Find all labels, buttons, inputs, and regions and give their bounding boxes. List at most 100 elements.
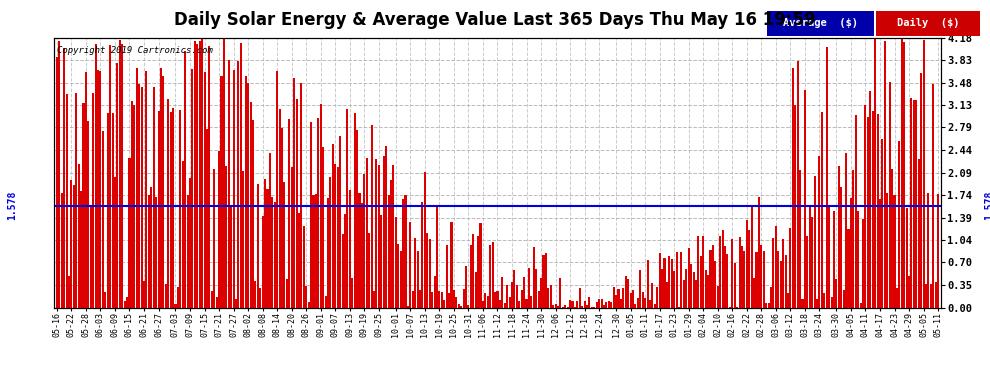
- Bar: [697, 236, 700, 308]
- Bar: [831, 297, 833, 307]
- Bar: [724, 246, 726, 308]
- Bar: [356, 130, 358, 308]
- Bar: [276, 71, 278, 308]
- Bar: [251, 120, 254, 308]
- Bar: [70, 180, 72, 308]
- Bar: [656, 286, 658, 308]
- Bar: [836, 279, 838, 308]
- Bar: [588, 297, 590, 307]
- Bar: [898, 141, 900, 308]
- Bar: [221, 76, 223, 308]
- Bar: [758, 197, 760, 308]
- Bar: [804, 90, 806, 308]
- Bar: [264, 179, 266, 308]
- Bar: [150, 187, 152, 308]
- Bar: [238, 61, 240, 308]
- Bar: [112, 113, 114, 308]
- Bar: [455, 297, 457, 307]
- Bar: [327, 198, 329, 308]
- Bar: [424, 172, 426, 308]
- Bar: [569, 300, 571, 307]
- Bar: [172, 108, 174, 308]
- Text: 1.578: 1.578: [984, 191, 990, 220]
- Bar: [460, 306, 462, 308]
- Bar: [419, 290, 421, 308]
- Bar: [387, 195, 389, 308]
- Bar: [886, 193, 888, 308]
- Bar: [191, 69, 193, 308]
- Bar: [618, 289, 620, 308]
- Bar: [933, 84, 935, 308]
- Bar: [549, 285, 551, 308]
- Bar: [245, 76, 247, 308]
- Bar: [148, 195, 149, 308]
- Bar: [576, 300, 578, 307]
- Bar: [871, 111, 874, 308]
- Bar: [126, 297, 128, 307]
- Bar: [784, 255, 787, 308]
- Bar: [504, 303, 506, 307]
- Bar: [492, 242, 494, 308]
- Bar: [417, 252, 419, 308]
- Bar: [869, 91, 871, 308]
- Bar: [879, 199, 881, 308]
- Bar: [414, 238, 416, 308]
- Bar: [104, 291, 106, 308]
- Bar: [628, 279, 630, 308]
- Bar: [470, 245, 472, 308]
- Bar: [918, 159, 920, 308]
- Bar: [911, 98, 913, 308]
- Bar: [610, 302, 612, 307]
- Text: Daily  ($): Daily ($): [897, 18, 959, 28]
- Bar: [745, 220, 747, 308]
- Bar: [121, 44, 124, 308]
- Bar: [340, 136, 342, 308]
- Bar: [412, 291, 414, 308]
- Bar: [859, 303, 861, 307]
- Bar: [916, 99, 918, 308]
- Bar: [666, 282, 668, 308]
- Bar: [586, 304, 588, 307]
- Bar: [675, 252, 677, 308]
- Bar: [318, 118, 320, 308]
- Bar: [300, 82, 302, 308]
- Bar: [281, 128, 283, 308]
- Bar: [930, 284, 932, 308]
- Bar: [472, 234, 474, 308]
- Bar: [717, 286, 719, 308]
- Bar: [802, 298, 804, 307]
- Bar: [528, 268, 530, 308]
- Bar: [109, 45, 111, 308]
- Bar: [644, 298, 646, 307]
- Bar: [737, 307, 739, 308]
- Bar: [107, 113, 109, 308]
- Bar: [283, 182, 285, 308]
- Bar: [266, 189, 268, 308]
- Bar: [753, 278, 755, 308]
- Bar: [685, 269, 687, 308]
- Bar: [729, 307, 731, 308]
- Bar: [160, 68, 162, 308]
- Bar: [762, 251, 765, 308]
- Bar: [477, 236, 479, 308]
- Bar: [441, 292, 443, 308]
- Bar: [715, 261, 717, 308]
- Bar: [789, 228, 791, 308]
- Bar: [608, 302, 610, 307]
- Bar: [867, 117, 869, 308]
- Bar: [117, 63, 119, 308]
- Bar: [80, 191, 82, 308]
- Bar: [365, 158, 367, 308]
- Bar: [583, 301, 586, 307]
- Bar: [269, 153, 271, 308]
- Bar: [767, 303, 769, 307]
- Bar: [862, 219, 864, 308]
- Bar: [523, 277, 525, 308]
- Bar: [75, 93, 77, 308]
- Bar: [857, 211, 859, 308]
- Bar: [623, 288, 625, 308]
- Bar: [544, 253, 546, 308]
- Bar: [552, 305, 554, 308]
- Text: 1.578: 1.578: [7, 191, 17, 220]
- Bar: [446, 246, 447, 308]
